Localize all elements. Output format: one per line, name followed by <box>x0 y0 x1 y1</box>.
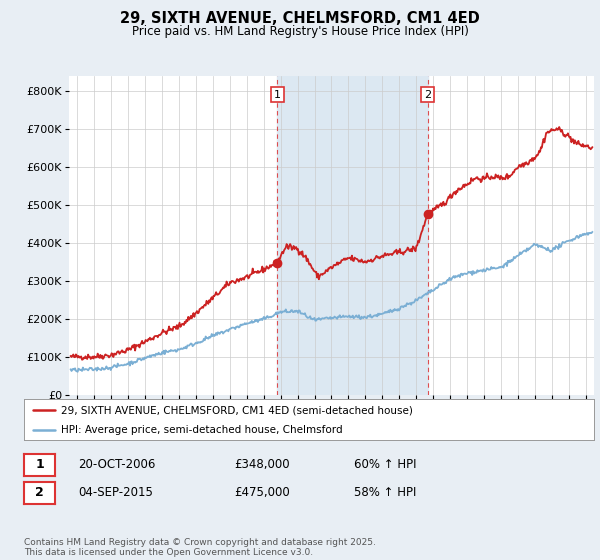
Text: Contains HM Land Registry data © Crown copyright and database right 2025.
This d: Contains HM Land Registry data © Crown c… <box>24 538 376 557</box>
Text: 1: 1 <box>35 458 44 472</box>
Text: Price paid vs. HM Land Registry's House Price Index (HPI): Price paid vs. HM Land Registry's House … <box>131 25 469 38</box>
Text: HPI: Average price, semi-detached house, Chelmsford: HPI: Average price, semi-detached house,… <box>61 424 343 435</box>
Text: 60% ↑ HPI: 60% ↑ HPI <box>354 458 416 472</box>
Text: 2: 2 <box>35 486 44 500</box>
Text: 29, SIXTH AVENUE, CHELMSFORD, CM1 4ED: 29, SIXTH AVENUE, CHELMSFORD, CM1 4ED <box>120 11 480 26</box>
Text: 58% ↑ HPI: 58% ↑ HPI <box>354 486 416 500</box>
Text: 04-SEP-2015: 04-SEP-2015 <box>78 486 153 500</box>
Text: 1: 1 <box>274 90 281 100</box>
Text: £475,000: £475,000 <box>234 486 290 500</box>
Text: £348,000: £348,000 <box>234 458 290 472</box>
Text: 20-OCT-2006: 20-OCT-2006 <box>78 458 155 472</box>
Text: 2: 2 <box>424 90 431 100</box>
Bar <box>277 76 428 395</box>
Text: 29, SIXTH AVENUE, CHELMSFORD, CM1 4ED (semi-detached house): 29, SIXTH AVENUE, CHELMSFORD, CM1 4ED (s… <box>61 405 413 415</box>
